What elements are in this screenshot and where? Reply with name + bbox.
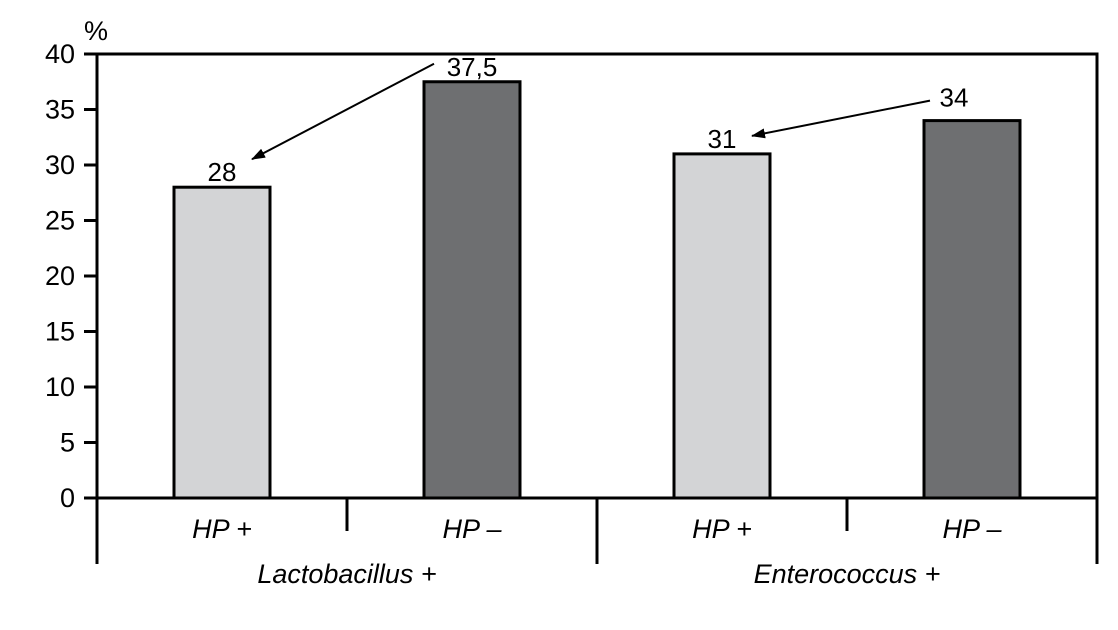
x-axis-categories: HP + HP –Lactobacillus +HP + HP –Enterococ… [192,514,1002,589]
y-tick-label: 5 [60,428,75,458]
comparison-arrow [251,62,435,161]
y-tick-label: 20 [45,261,75,291]
y-tick-label: 15 [45,317,75,347]
comparison-arrow [751,99,931,139]
bar [672,152,772,500]
bar [922,119,1022,500]
bar [422,80,522,500]
x-group-label: Enterococcus + [754,559,941,589]
y-tick-label: 0 [60,483,75,513]
data-label: 37,5 [447,52,498,82]
bars [172,80,1022,500]
x-group-label: Lactobacillus + [257,559,436,589]
y-tick-label: 40 [45,39,75,69]
data-label: 28 [208,157,237,187]
value-labels: 28 37,5 31 34 [208,52,969,187]
comparison-arrows [251,62,931,161]
x-category-label: HP – [942,514,1002,544]
y-axis-ticks: 0 5 10 15 20 25 30 35 40 [45,39,97,513]
y-unit-label: % [84,16,108,46]
x-category-label: HP + [192,514,252,544]
y-tick-label: 25 [45,206,75,236]
data-label: 31 [708,124,737,154]
y-tick-label: 10 [45,372,75,402]
x-category-label: HP + [692,514,752,544]
y-tick-label: 30 [45,150,75,180]
x-category-label: HP – [442,514,502,544]
bar [172,185,272,500]
data-label: 34 [940,83,969,113]
y-tick-label: 35 [45,95,75,125]
